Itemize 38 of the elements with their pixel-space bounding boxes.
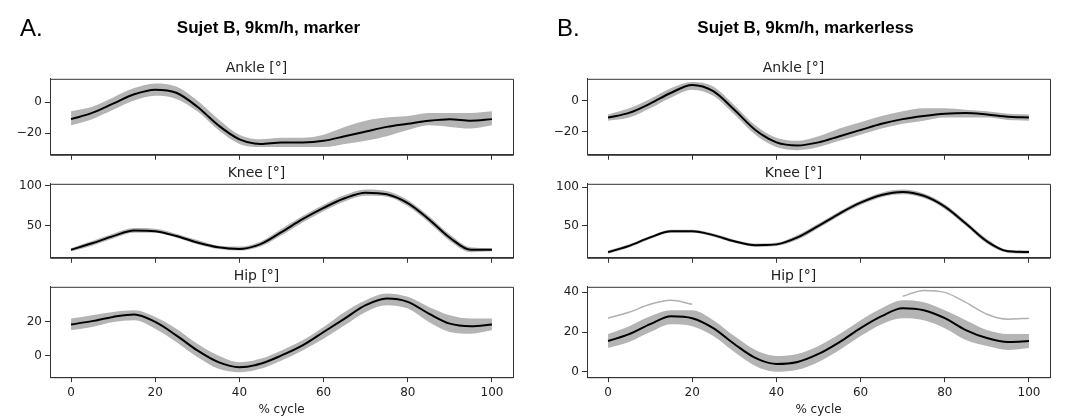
text: B. bbox=[557, 14, 580, 42]
chart-title: Knee [°] bbox=[227, 164, 286, 181]
y-tick-label: 100 bbox=[19, 177, 42, 192]
x-tick-label: 60 bbox=[315, 384, 332, 399]
x-tick-label: 80 bbox=[937, 384, 953, 399]
x-tick-label: 20 bbox=[147, 384, 163, 399]
chart-title: Knee [°] bbox=[764, 164, 823, 181]
x-tick-label: 100 bbox=[1017, 384, 1041, 399]
y-tick-label: 40 bbox=[563, 284, 579, 299]
y-tick-label: 0 bbox=[571, 92, 579, 107]
x-tick-label: 0 bbox=[604, 384, 612, 399]
y-tick-label: 100 bbox=[556, 179, 579, 194]
text: A. bbox=[20, 14, 43, 42]
chart-title: Ankle [°] bbox=[762, 59, 825, 76]
chart-title: Hip [°] bbox=[233, 267, 280, 284]
y-tick-label: 0 bbox=[34, 94, 42, 109]
x-tick-label: 60 bbox=[852, 384, 869, 399]
chart-title: Ankle [°] bbox=[225, 59, 288, 76]
x-tick-label: 0 bbox=[67, 384, 75, 399]
x-axis-title: % cycle bbox=[795, 401, 842, 416]
x-tick-label: 40 bbox=[768, 384, 785, 399]
y-tick-label: 50 bbox=[563, 217, 579, 232]
text: Sujet B, 9km/h, markerless bbox=[697, 18, 914, 37]
chart-title: Hip [°] bbox=[770, 267, 817, 284]
y-tick-label: 0 bbox=[34, 347, 42, 362]
y-tick-label: 20 bbox=[26, 314, 42, 329]
y-tick-label: −20 bbox=[16, 125, 42, 140]
text: Sujet B, 9km/h, marker bbox=[176, 18, 361, 37]
x-tick-label: 40 bbox=[231, 384, 248, 399]
x-axis-title: % cycle bbox=[258, 401, 305, 416]
x-tick-label: 100 bbox=[480, 384, 504, 399]
x-tick-label: 80 bbox=[400, 384, 416, 399]
line-series bbox=[607, 307, 1030, 365]
y-tick-label: 50 bbox=[26, 217, 42, 232]
y-tick-label: −20 bbox=[553, 123, 579, 138]
y-tick-label: 20 bbox=[563, 324, 579, 339]
y-tick-label: 0 bbox=[571, 363, 579, 378]
x-tick-label: 20 bbox=[684, 384, 700, 399]
